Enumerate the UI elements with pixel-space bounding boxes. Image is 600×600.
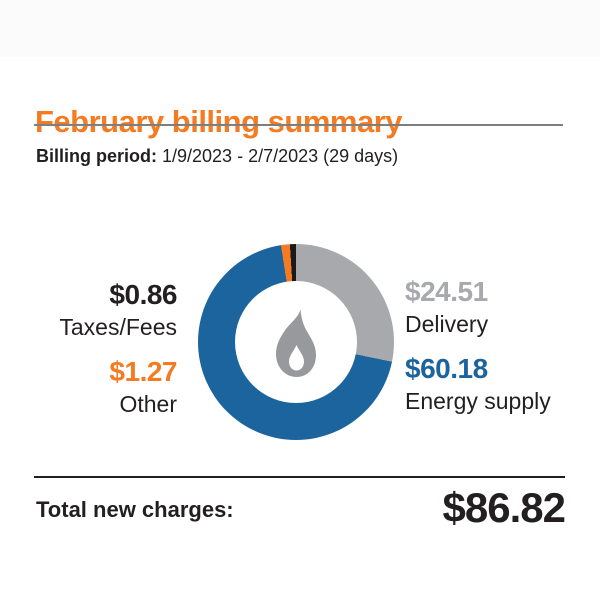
- other-amount: $1.27: [109, 356, 177, 387]
- energy-supply-amount: $60.18: [405, 353, 488, 384]
- page-title: February billing summary: [35, 103, 403, 139]
- billing-period-label: Billing period:: [36, 146, 157, 166]
- delivery-amount: $24.51: [405, 276, 488, 307]
- top-band: [0, 0, 600, 57]
- delivery-label: Delivery: [405, 311, 489, 337]
- total-divider: [34, 476, 565, 478]
- total-new-charges-value: $86.82: [442, 484, 566, 531]
- energy-supply-label: Energy supply: [405, 388, 551, 414]
- title-divider: [34, 124, 563, 126]
- total-new-charges-label: Total new charges:: [36, 497, 234, 522]
- callout-other: $1.27 Other: [0, 358, 177, 417]
- flame-icon: [276, 303, 316, 382]
- callout-taxes-fees: $0.86 Taxes/Fees: [0, 281, 177, 340]
- other-label: Other: [119, 391, 177, 417]
- taxes-fees-label: Taxes/Fees: [59, 314, 177, 340]
- donut-hole: [235, 281, 357, 403]
- callout-delivery: $24.51 Delivery: [405, 278, 595, 337]
- callout-energy-supply: $60.18 Energy supply: [405, 355, 595, 414]
- billing-period: Billing period: 1/9/2023 - 2/7/2023 (29 …: [36, 146, 398, 168]
- donut-chart: [198, 244, 394, 440]
- taxes-fees-amount: $0.86: [109, 279, 177, 310]
- billing-period-value: 1/9/2023 - 2/7/2023 (29 days): [157, 146, 399, 166]
